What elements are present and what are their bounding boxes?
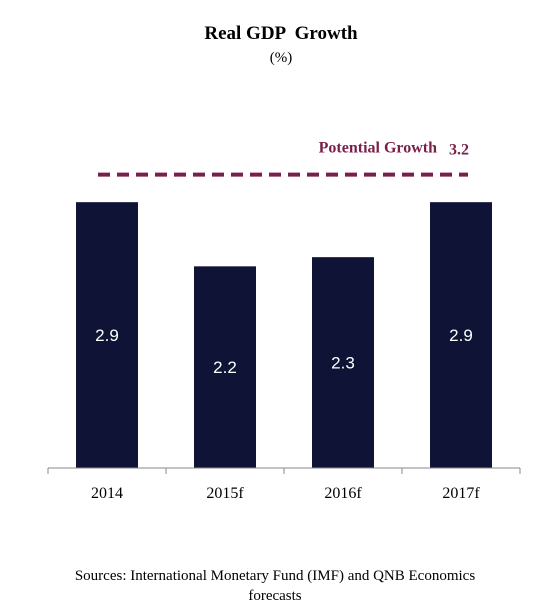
source-note-line-1: Sources: International Monetary Fund (IM… (75, 568, 476, 584)
x-tick-label-2014: 2014 (91, 485, 123, 502)
data-label-2017f: 2.9 (449, 326, 473, 345)
x-tick-labels-group: 2014 2015f 2016f 2017f (91, 485, 480, 502)
bar-2014 (76, 202, 138, 468)
potential-growth-label: Potential Growth (319, 140, 437, 157)
x-tick-label-2016f: 2016f (324, 485, 362, 502)
x-ticks-group (47, 468, 521, 474)
data-label-2016f: 2.3 (331, 354, 355, 373)
x-tick-label-2015f: 2015f (206, 485, 244, 502)
x-tick-label-2017f: 2017f (442, 485, 480, 502)
data-label-2015f: 2.2 (213, 358, 237, 377)
bar-2017f (430, 202, 492, 468)
chart-title: Real GDP Growth (204, 23, 358, 44)
bar-labels-group: 2.9 2.2 2.3 2.9 (95, 326, 473, 377)
chart-subtitle: (%) (270, 50, 293, 66)
potential-growth-value: 3.2 (449, 142, 469, 159)
bar-2015f (194, 266, 256, 468)
bar-2016f (312, 257, 374, 468)
source-note-line-2: forecasts (248, 588, 301, 604)
data-label-2014: 2.9 (95, 326, 119, 345)
bars-group (76, 202, 492, 468)
